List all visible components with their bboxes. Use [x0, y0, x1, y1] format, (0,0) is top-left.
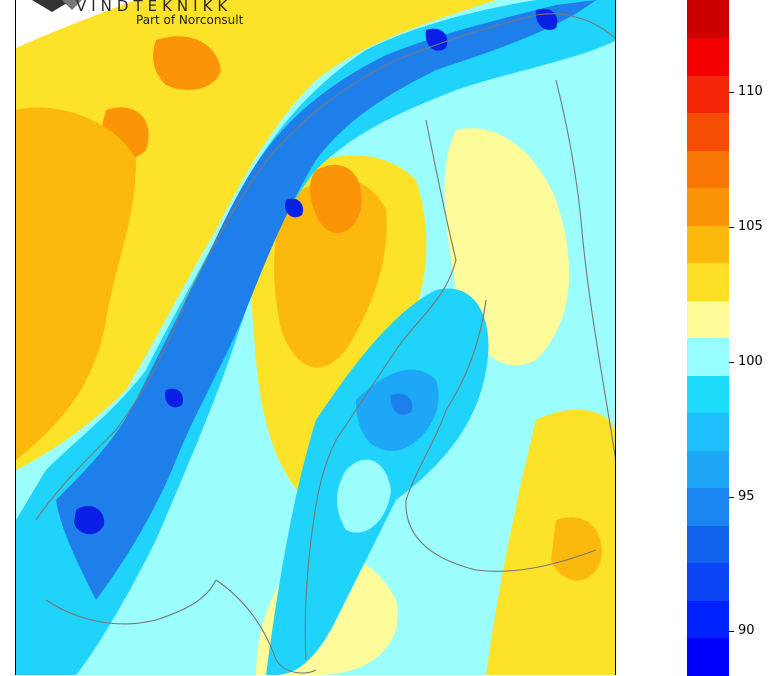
map-land-yellow-se2 [551, 517, 602, 581]
map-deepblue-spots-2 [425, 28, 448, 51]
logo-subtitle: Part of Norconsult [136, 13, 244, 27]
coastline-sweden-south [215, 579, 317, 674]
colorbar-segment [687, 262, 729, 301]
map-deepblue-spots-5 [165, 388, 184, 408]
colorbar-segment [687, 0, 729, 38]
map-canvas [16, 0, 615, 675]
map-land-yellow-se [486, 409, 615, 675]
coastline-bothnia-east [405, 299, 597, 572]
colorbar-segment [687, 487, 729, 526]
map-bothnia-light [337, 459, 391, 533]
map-sweden-deep-orange [310, 164, 362, 234]
map-sweden-orange [274, 178, 387, 368]
colorbar-segment [687, 375, 729, 413]
colorbar-segment [687, 37, 729, 76]
colorbar-tick-105 [729, 227, 734, 228]
colorbar-segment [687, 525, 729, 563]
colorbar-label-110: 110 [738, 84, 763, 99]
logo-mark-icon [32, 0, 82, 12]
map-deepblue-spots-4 [285, 198, 304, 218]
map-baltic-blue-spot [390, 393, 413, 415]
coastline-norway-south [45, 579, 217, 625]
colorbar-segment [687, 225, 729, 263]
colorbar-tick-110 [729, 92, 734, 93]
colorbar-segment [687, 637, 729, 676]
colorbar-label-100: 100 [738, 354, 763, 369]
colorbar-segment [687, 187, 729, 226]
colorbar-label-105: 105 [738, 219, 763, 234]
colorbar-segment [687, 562, 729, 601]
colorbar-segment [687, 450, 729, 488]
colorbar-segment [687, 112, 729, 151]
coastline-bothnia-west [304, 349, 397, 661]
colorbar-segment [687, 150, 729, 188]
coastline-sweden-finland-border [395, 119, 457, 351]
coastline-norway [35, 13, 615, 521]
wind-speed-map [15, 0, 616, 675]
colorbar-label-90: 90 [738, 623, 755, 638]
coastline-group [35, 13, 615, 674]
map-corner-white [16, 0, 136, 48]
colorbar-segment [687, 337, 729, 376]
map-cyan-norway [16, 0, 615, 675]
colorbar-segment [687, 600, 729, 638]
vindteknikk-logo: VINDTEKNIKK Part of Norconsult [16, 0, 256, 34]
logo-brand-text: VINDTEKNIKK [76, 0, 233, 15]
map-deepblue-spots-1 [74, 505, 105, 535]
map-blue-norway [56, 0, 596, 600]
colorbar-tick-95 [729, 497, 734, 498]
colorbar-label-95: 95 [738, 489, 755, 504]
colorbar-segment [687, 412, 729, 451]
coastline-finland-east [555, 79, 615, 460]
colorbar-tick-90 [729, 631, 734, 632]
colorbar-tick-100 [729, 362, 734, 363]
map-band-orange-yellow [16, 107, 136, 460]
colorbar [687, 0, 729, 676]
colorbar-segment [687, 75, 729, 113]
map-orange-patch-north [153, 36, 221, 90]
colorbar-segment [687, 300, 729, 338]
